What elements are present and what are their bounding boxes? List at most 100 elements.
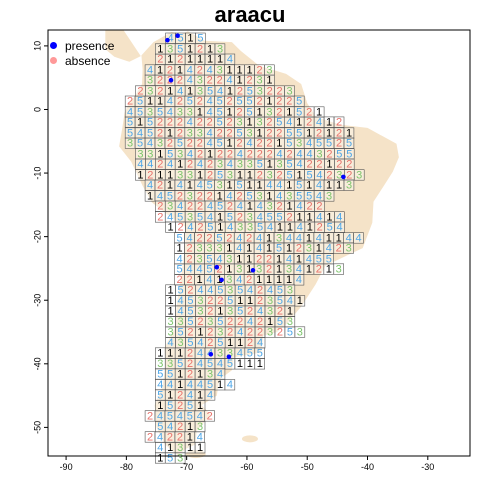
grid-cell-value: 2 bbox=[336, 159, 342, 171]
grid-cell-value: 4 bbox=[277, 148, 283, 160]
grid-cell-value: 3 bbox=[207, 316, 213, 328]
grid-cell-value: 4 bbox=[296, 263, 302, 275]
grid-cell-value: 3 bbox=[217, 347, 223, 359]
grid-cell-value: 3 bbox=[286, 263, 292, 275]
grid-cell-value: 2 bbox=[186, 242, 192, 254]
grid-cell-value: 5 bbox=[217, 138, 223, 150]
grid-cell: 2 bbox=[274, 326, 286, 338]
grid-cell-value: 5 bbox=[306, 169, 312, 181]
grid-cell-value: 1 bbox=[246, 180, 252, 192]
grid-cell-value: 5 bbox=[197, 211, 203, 223]
grid-cell-value: 2 bbox=[227, 127, 233, 139]
grid-cell-layer: 4515135121321211114412142431112332224322… bbox=[124, 33, 365, 464]
grid-cell-value: 2 bbox=[157, 117, 163, 129]
presence-point bbox=[341, 174, 346, 180]
grid-cell-box bbox=[314, 200, 325, 212]
grid-cell-value: 5 bbox=[177, 232, 183, 244]
grid-cell-value: 3 bbox=[226, 253, 232, 265]
grid-cell-value: 5 bbox=[296, 190, 302, 202]
grid-cell-value: 1 bbox=[137, 169, 143, 181]
grid-cell-value: 2 bbox=[256, 64, 262, 76]
presence-point bbox=[250, 268, 256, 273]
grid-cell-value: 5 bbox=[287, 159, 293, 171]
grid-cell: 1 bbox=[165, 222, 176, 234]
grid-cell: 3 bbox=[124, 138, 136, 150]
grid-cell-value: 1 bbox=[296, 169, 302, 181]
grid-cell-value: 3 bbox=[246, 127, 252, 139]
grid-cell-value: 3 bbox=[206, 242, 212, 254]
grid-cell: 1 bbox=[135, 169, 146, 181]
grid-cell-value: 2 bbox=[186, 253, 192, 265]
grid-cell: 2 bbox=[333, 117, 345, 129]
grid-cell: 1 bbox=[155, 452, 166, 464]
grid-cell-value: 4 bbox=[306, 253, 312, 265]
grid-cell-value: 5 bbox=[276, 117, 282, 129]
grid-cell-value: 1 bbox=[157, 64, 163, 76]
grid-cell-box bbox=[194, 442, 206, 454]
grid-cell-value: 4 bbox=[316, 232, 322, 244]
grid-cell-value: 5 bbox=[237, 305, 243, 317]
presence-point bbox=[226, 354, 232, 360]
grid-cell-value: 2 bbox=[216, 263, 222, 275]
grid-cell-value: 2 bbox=[147, 431, 153, 443]
grid-cell-value: 4 bbox=[237, 201, 243, 213]
grid-cell-value: 2 bbox=[197, 43, 203, 55]
y-tick-label: -10 bbox=[32, 167, 42, 180]
grid-cell-value: 5 bbox=[127, 117, 133, 129]
grid-cell-value: 4 bbox=[247, 284, 253, 296]
grid-cell-value: 1 bbox=[197, 54, 203, 66]
grid-cell-value: 2 bbox=[257, 326, 263, 338]
grid-cell-value: 2 bbox=[197, 201, 203, 213]
grid-cell: 2 bbox=[313, 263, 325, 275]
grid-cell-value: 4 bbox=[187, 75, 193, 87]
grid-cell-value: 1 bbox=[256, 106, 262, 118]
grid-cell-value: 3 bbox=[147, 75, 153, 87]
grid-cell-value: 3 bbox=[197, 85, 203, 97]
grid-cell-value: 1 bbox=[246, 253, 252, 265]
grid-cell-value: 1 bbox=[237, 64, 243, 76]
grid-cell-value: 4 bbox=[227, 222, 233, 234]
grid-cell-value: 2 bbox=[226, 232, 232, 244]
grid-cell-value: 3 bbox=[226, 274, 232, 286]
grid-cell-value: 1 bbox=[217, 190, 223, 202]
grid-cell-value: 2 bbox=[227, 316, 233, 328]
absence-dot-icon bbox=[50, 57, 57, 64]
grid-cell-value: 4 bbox=[237, 347, 243, 359]
grid-cell-value: 2 bbox=[227, 148, 233, 160]
grid-cell-box bbox=[254, 358, 266, 370]
grid-cell-value: 1 bbox=[346, 127, 352, 139]
x-tick-label: -50 bbox=[301, 462, 314, 472]
grid-cell-value: 2 bbox=[197, 190, 203, 202]
grid-cell-value: 1 bbox=[226, 242, 232, 254]
grid-cell-value: 2 bbox=[177, 274, 183, 286]
grid-cell: 2 bbox=[343, 159, 355, 171]
grid-cell-value: 4 bbox=[257, 201, 263, 213]
grid-cell-value: 4 bbox=[306, 138, 312, 150]
grid-cell-box bbox=[334, 221, 345, 233]
grid-cell-value: 3 bbox=[187, 127, 193, 139]
grid-cell-value: 3 bbox=[177, 169, 183, 181]
grid-cell-value: 5 bbox=[187, 316, 193, 328]
grid-cell-value: 2 bbox=[167, 64, 173, 76]
grid-cell-value: 2 bbox=[266, 127, 272, 139]
grid-cell-value: 3 bbox=[167, 326, 173, 338]
grid-cell-value: 4 bbox=[316, 180, 322, 192]
grid-cell-value: 4 bbox=[157, 442, 163, 454]
grid-cell-value: 4 bbox=[187, 379, 193, 391]
grid-cell-value: 4 bbox=[167, 159, 173, 171]
grid-cell-value: 1 bbox=[247, 169, 253, 181]
legend-item-presence: presence bbox=[50, 38, 114, 53]
grid-cell-value: 3 bbox=[177, 442, 183, 454]
grid-cell-value: 2 bbox=[287, 148, 293, 160]
grid-cell-value: 3 bbox=[187, 190, 193, 202]
grid-cell: 4 bbox=[254, 337, 266, 349]
grid-cell: 3 bbox=[333, 263, 344, 275]
grid-cell-value: 4 bbox=[207, 389, 213, 401]
grid-cell-value: 3 bbox=[267, 326, 273, 338]
grid-cell-value: 1 bbox=[246, 242, 252, 254]
x-tick-label: -40 bbox=[361, 462, 374, 472]
grid-cell-value: 2 bbox=[277, 85, 283, 97]
grid-cell-value: 5 bbox=[217, 117, 223, 129]
grid-cell-value: 2 bbox=[257, 295, 263, 307]
legend-label-absence: absence bbox=[65, 53, 111, 68]
